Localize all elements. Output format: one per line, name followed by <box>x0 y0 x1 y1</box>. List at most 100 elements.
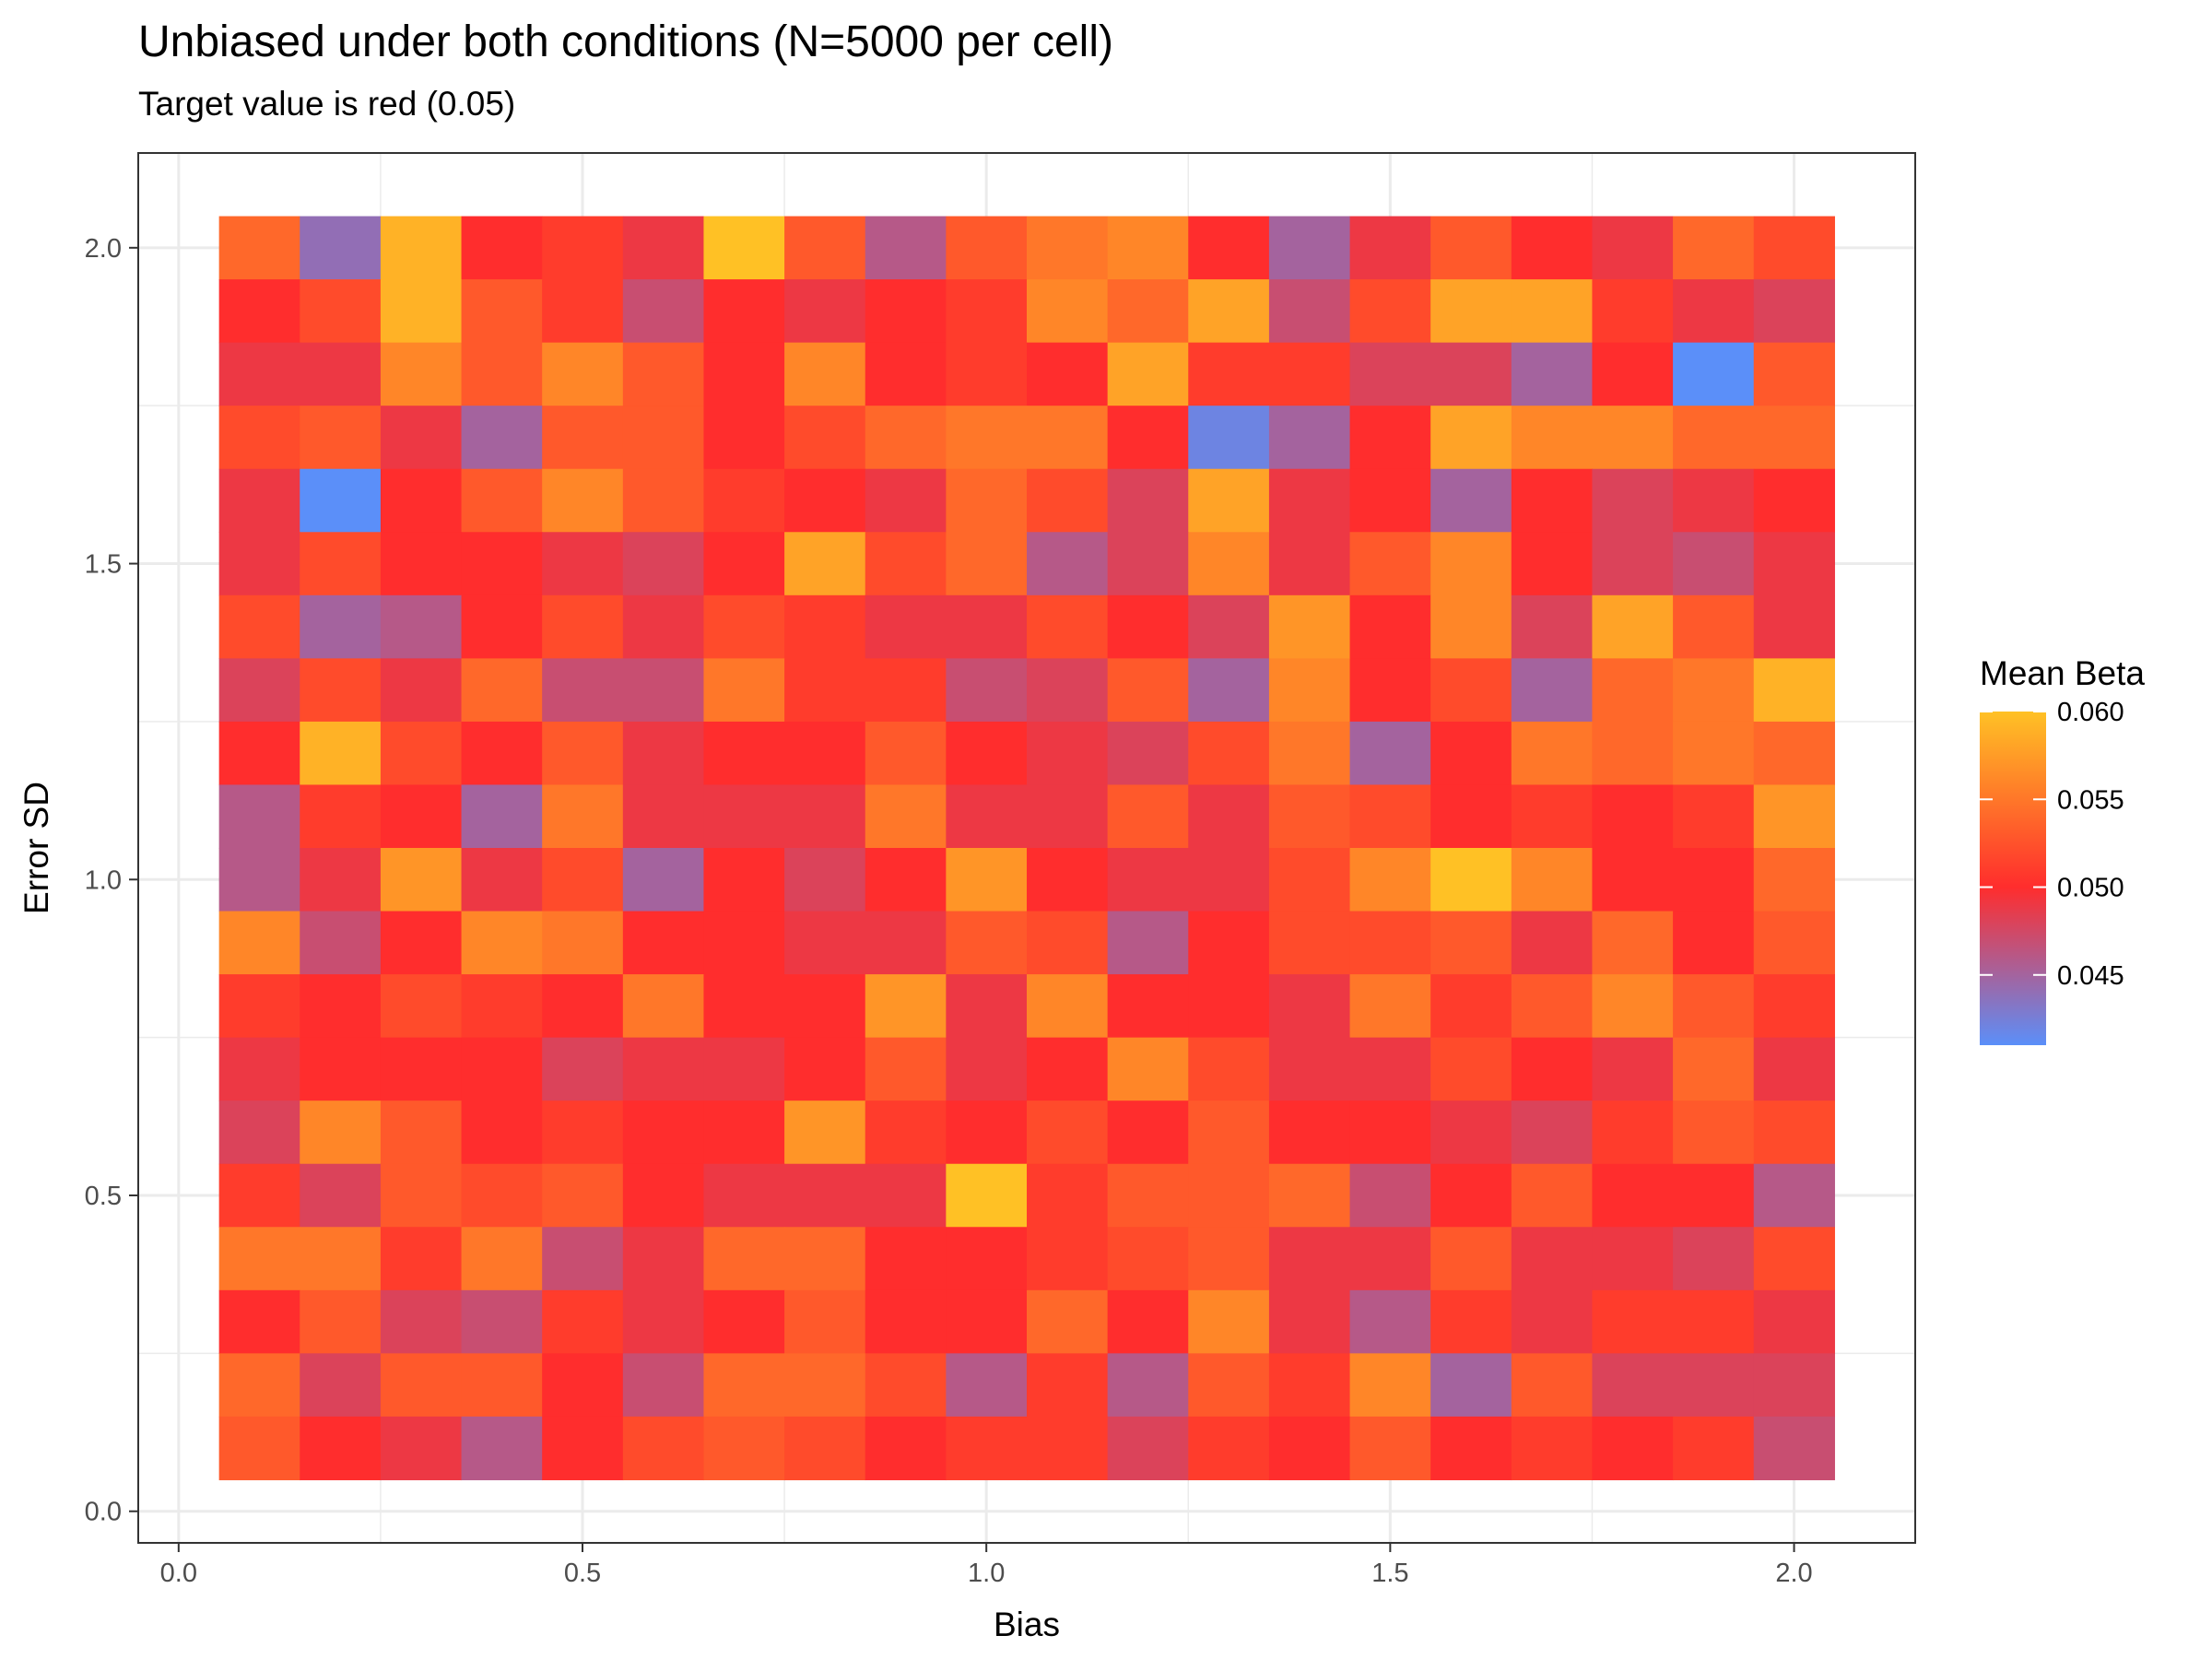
heatmap-cell <box>218 406 300 470</box>
heatmap-cell <box>1753 406 1835 470</box>
heatmap-cell <box>1673 1037 1755 1101</box>
heatmap-cell <box>1188 216 1270 280</box>
heatmap-cell <box>1753 721 1835 786</box>
heatmap-cell <box>1107 342 1189 406</box>
heatmap-cell <box>946 406 1028 470</box>
heatmap-cell <box>380 406 463 470</box>
heatmap-cell <box>300 721 382 786</box>
heatmap-cell <box>703 848 785 912</box>
heatmap-cell <box>300 1289 382 1354</box>
heatmap-cell <box>1430 1100 1512 1165</box>
heatmap-cell <box>865 532 947 596</box>
heatmap-cell <box>1268 532 1351 596</box>
heatmap-cell <box>1673 216 1755 280</box>
heatmap-cells <box>218 216 1835 1481</box>
heatmap-cell <box>300 468 382 533</box>
heatmap-cell <box>1511 784 1594 849</box>
heatmap-cell <box>542 468 624 533</box>
heatmap-cell <box>380 279 463 344</box>
heatmap-cell <box>703 406 785 470</box>
heatmap-cell <box>1107 911 1189 975</box>
heatmap-cell <box>703 279 785 344</box>
heatmap-cell <box>300 1100 382 1165</box>
heatmap-cell <box>1673 1416 1755 1481</box>
heatmap-cell <box>1753 848 1835 912</box>
heatmap-cell <box>703 658 785 723</box>
heatmap-cell <box>1349 216 1431 280</box>
heatmap-cell <box>1430 1163 1512 1228</box>
heatmap-cell <box>1107 1163 1189 1228</box>
heatmap-cell <box>300 216 382 280</box>
heatmap-cell <box>1592 1353 1674 1418</box>
heatmap-cell <box>1027 848 1109 912</box>
heatmap-cell <box>946 1163 1028 1228</box>
heatmap-cell <box>784 1227 866 1291</box>
heatmap-cell <box>1753 216 1835 280</box>
heatmap-cell <box>461 1100 543 1165</box>
heatmap-cell <box>461 784 543 849</box>
heatmap-cell <box>1430 911 1512 975</box>
heatmap-cell <box>461 1416 543 1481</box>
heatmap-cell <box>1027 911 1109 975</box>
heatmap-cell <box>300 658 382 723</box>
heatmap-cell <box>622 1037 705 1101</box>
heatmap-cell <box>703 1037 785 1101</box>
heatmap-cell <box>703 342 785 406</box>
heatmap-cell <box>1107 848 1189 912</box>
heatmap-cell <box>542 1227 624 1291</box>
heatmap-cell <box>1107 658 1189 723</box>
heatmap-cell <box>1268 468 1351 533</box>
heatmap-cell <box>946 532 1028 596</box>
heatmap-cell <box>1430 1037 1512 1101</box>
heatmap-cell <box>380 342 463 406</box>
heatmap-cell <box>380 1416 463 1481</box>
heatmap-cell <box>1107 594 1189 659</box>
heatmap-cell <box>1188 532 1270 596</box>
heatmap-cell <box>1753 468 1835 533</box>
heatmap-cell <box>1753 974 1835 1039</box>
heatmap-cell <box>380 1037 463 1101</box>
heatmap-cell <box>1107 1353 1189 1418</box>
heatmap-cell <box>1753 279 1835 344</box>
heatmap-cell <box>300 1037 382 1101</box>
heatmap-cell <box>1673 848 1755 912</box>
heatmap-cell <box>784 532 866 596</box>
heatmap-cell <box>1268 1289 1351 1354</box>
heatmap-cell <box>300 1227 382 1291</box>
heatmap-cell <box>1511 1353 1594 1418</box>
heatmap-cell <box>461 342 543 406</box>
heatmap-cell <box>1107 1227 1189 1291</box>
heatmap-cell <box>542 721 624 786</box>
heatmap-cell <box>1027 1100 1109 1165</box>
heatmap-cell <box>1673 1227 1755 1291</box>
heatmap-cell <box>1188 784 1270 849</box>
heatmap-cell <box>542 848 624 912</box>
heatmap-cell <box>1592 1227 1674 1291</box>
heatmap-cell <box>1511 342 1594 406</box>
heatmap-cell <box>1027 1289 1109 1354</box>
heatmap-cell <box>461 1163 543 1228</box>
heatmap-cell <box>622 784 705 849</box>
heatmap-cell <box>218 1163 300 1228</box>
heatmap-cell <box>461 974 543 1039</box>
heatmap-cell <box>1349 342 1431 406</box>
heatmap-cell <box>1511 1227 1594 1291</box>
x-tick-label: 0.5 <box>564 1559 601 1588</box>
heatmap-cell <box>1349 406 1431 470</box>
heatmap-cell <box>218 468 300 533</box>
heatmap-cell <box>1673 658 1755 723</box>
heatmap-cell <box>1753 1163 1835 1228</box>
heatmap-cell <box>1107 532 1189 596</box>
heatmap-cell <box>865 784 947 849</box>
heatmap-cell <box>1349 721 1431 786</box>
heatmap-cell <box>622 721 705 786</box>
heatmap-cell <box>1673 1353 1755 1418</box>
heatmap-cell <box>784 848 866 912</box>
heatmap-cell <box>1511 468 1594 533</box>
heatmap-cell <box>784 1289 866 1354</box>
y-tick-label: 0.5 <box>85 1182 122 1211</box>
heatmap-cell <box>1430 1227 1512 1291</box>
heatmap-cell <box>784 1416 866 1481</box>
heatmap-cell <box>1188 342 1270 406</box>
